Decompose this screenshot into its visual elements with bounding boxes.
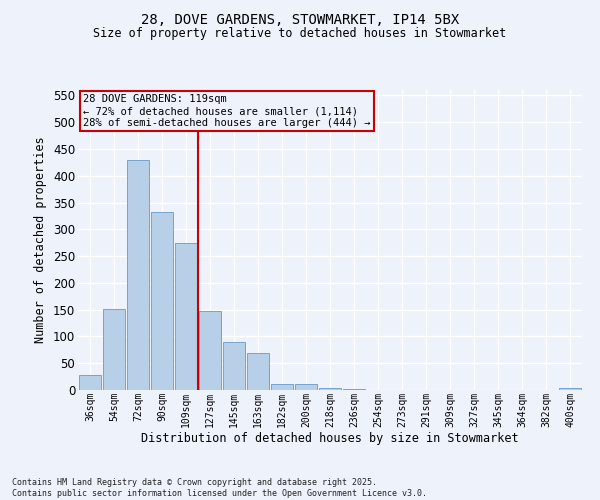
Bar — [559, 388, 581, 390]
Bar — [199, 311, 221, 390]
Bar — [223, 342, 245, 390]
Bar — [103, 308, 125, 390]
Y-axis label: Number of detached properties: Number of detached properties — [34, 136, 47, 344]
Bar — [127, 160, 149, 390]
Text: 28 DOVE GARDENS: 119sqm
← 72% of detached houses are smaller (1,114)
28% of semi: 28 DOVE GARDENS: 119sqm ← 72% of detache… — [83, 94, 371, 128]
Bar — [295, 384, 317, 390]
X-axis label: Distribution of detached houses by size in Stowmarket: Distribution of detached houses by size … — [141, 432, 519, 445]
Text: Contains HM Land Registry data © Crown copyright and database right 2025.
Contai: Contains HM Land Registry data © Crown c… — [12, 478, 427, 498]
Bar — [319, 388, 341, 390]
Bar — [247, 352, 269, 390]
Bar — [79, 375, 101, 390]
Bar — [151, 212, 173, 390]
Bar — [175, 242, 197, 390]
Text: Size of property relative to detached houses in Stowmarket: Size of property relative to detached ho… — [94, 28, 506, 40]
Text: 28, DOVE GARDENS, STOWMARKET, IP14 5BX: 28, DOVE GARDENS, STOWMARKET, IP14 5BX — [141, 12, 459, 26]
Bar — [271, 384, 293, 390]
